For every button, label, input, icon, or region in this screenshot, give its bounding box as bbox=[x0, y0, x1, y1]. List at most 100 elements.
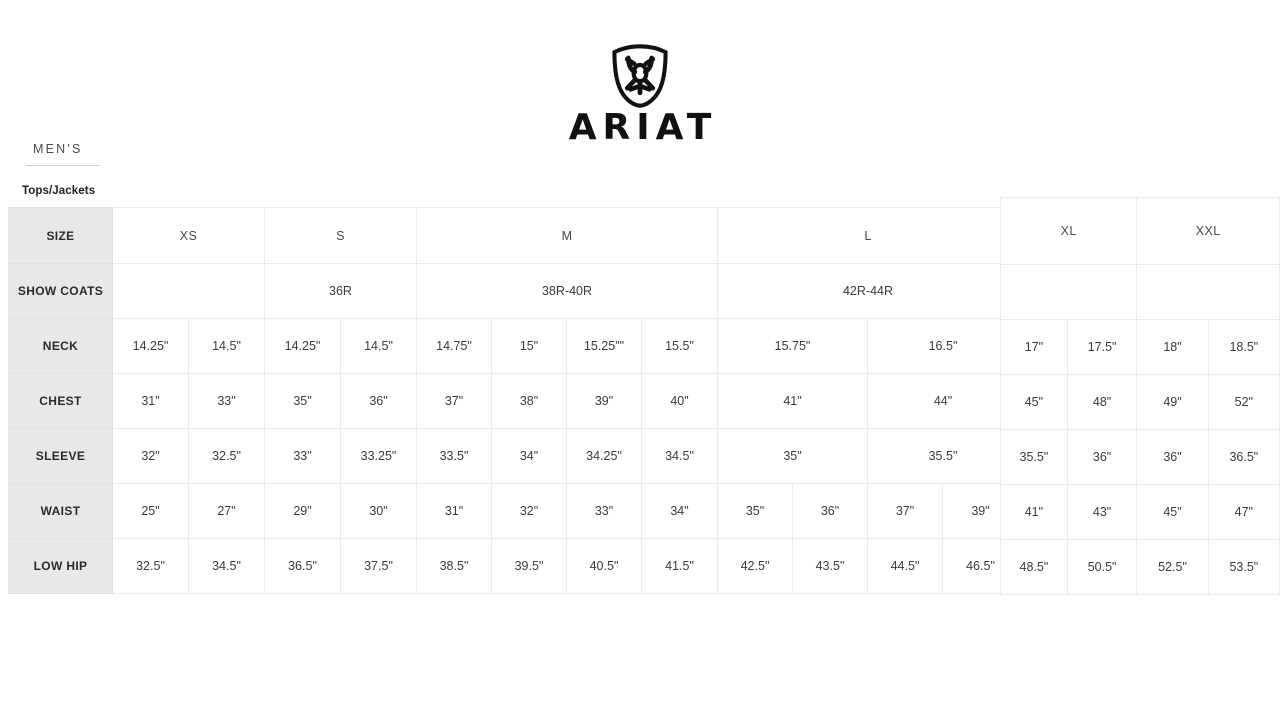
cell-lowhip-s-1: 36.5" bbox=[264, 538, 341, 594]
cell-waist-m-2: 32" bbox=[491, 483, 567, 539]
cell-lowhip-m-2: 39.5" bbox=[491, 538, 567, 594]
cell-sleeve-m-4: 34.5" bbox=[641, 428, 718, 484]
cell-lowhip-xs-1: 32.5" bbox=[112, 538, 189, 594]
cell-chest-m-3: 39" bbox=[566, 373, 642, 429]
brand-logo: ARIAT bbox=[0, 44, 1280, 146]
cell-neck-m-4: 15.5" bbox=[641, 318, 718, 374]
cell-waist-m-3: 33" bbox=[566, 483, 642, 539]
cell-waist-xxl-2: 47" bbox=[1207, 484, 1280, 540]
cell-chest-m-1: 37" bbox=[416, 373, 492, 429]
table-row-sleeve-xl: 35.5" 36" 36" 36.5" bbox=[1000, 429, 1280, 485]
size-header-xs: XS bbox=[112, 207, 265, 264]
row-label-neck: NECK bbox=[8, 318, 113, 374]
cell-lowhip-l-1: 42.5" bbox=[717, 538, 793, 594]
cell-waist-xs-1: 25" bbox=[112, 483, 189, 539]
cell-neck-m-3: 15.25"" bbox=[566, 318, 642, 374]
cell-chest-xxl-1: 49" bbox=[1136, 374, 1209, 430]
cell-lowhip-m-3: 40.5" bbox=[566, 538, 642, 594]
cell-lowhip-xs-2: 34.5" bbox=[188, 538, 265, 594]
row-label-size: SIZE bbox=[8, 207, 113, 264]
cell-chest-xl-1: 45" bbox=[1000, 374, 1068, 430]
gender-tab-bar: MEN'S bbox=[23, 140, 173, 166]
cell-sleeve-xxl-2: 36.5" bbox=[1207, 429, 1280, 485]
cell-neck-xs-1: 14.25" bbox=[112, 318, 189, 374]
cell-sleeve-xl-2: 36" bbox=[1066, 429, 1138, 485]
cell-chest-l-2: 44" bbox=[867, 373, 1019, 429]
tab-active-underline bbox=[26, 165, 100, 166]
cell-waist-xs-2: 27" bbox=[188, 483, 265, 539]
cell-show-coats-s: 36R bbox=[264, 263, 417, 319]
cell-waist-s-1: 29" bbox=[264, 483, 341, 539]
cell-lowhip-s-2: 37.5" bbox=[340, 538, 417, 594]
cell-waist-xl-1: 41" bbox=[1000, 484, 1068, 540]
cell-lowhip-m-4: 41.5" bbox=[641, 538, 718, 594]
cell-chest-xxl-2: 52" bbox=[1207, 374, 1280, 430]
cell-chest-l-1: 41" bbox=[717, 373, 868, 429]
cell-waist-l-3: 37" bbox=[867, 483, 943, 539]
cell-chest-xs-2: 33" bbox=[188, 373, 265, 429]
cell-waist-m-1: 31" bbox=[416, 483, 492, 539]
row-label-show-coats: SHOW COATS bbox=[8, 263, 113, 319]
table-row-neck-xl: 17" 17.5" 18" 18.5" bbox=[1000, 319, 1280, 375]
cell-show-coats-xs bbox=[112, 263, 265, 319]
cell-chest-s-1: 35" bbox=[264, 373, 341, 429]
category-label-tops-jackets: Tops/Jackets bbox=[22, 185, 96, 197]
cell-sleeve-m-3: 34.25" bbox=[566, 428, 642, 484]
cell-waist-l-2: 36" bbox=[792, 483, 868, 539]
row-label-chest: CHEST bbox=[8, 373, 113, 429]
cell-lowhip-xl-2: 50.5" bbox=[1066, 539, 1138, 595]
cell-waist-l-1: 35" bbox=[717, 483, 793, 539]
cell-sleeve-s-1: 33" bbox=[264, 428, 341, 484]
table-row-waist: WAIST 25" 27" 29" 30" 31" 32" 33" 34" 35… bbox=[8, 483, 1019, 539]
row-label-low-hip: LOW HIP bbox=[8, 538, 113, 594]
cell-neck-xl-2: 17.5" bbox=[1066, 319, 1138, 375]
tab-mens[interactable]: MEN'S bbox=[33, 142, 83, 156]
row-label-waist: WAIST bbox=[8, 483, 113, 539]
cell-neck-l-1: 15.75" bbox=[717, 318, 868, 374]
size-header-s: S bbox=[264, 207, 417, 264]
size-header-l: L bbox=[717, 207, 1019, 264]
cell-chest-xs-1: 31" bbox=[112, 373, 189, 429]
cell-sleeve-xl-1: 35.5" bbox=[1000, 429, 1068, 485]
cell-lowhip-l-2: 43.5" bbox=[792, 538, 868, 594]
cell-waist-s-2: 30" bbox=[340, 483, 417, 539]
cell-neck-xxl-1: 18" bbox=[1136, 319, 1209, 375]
cell-neck-xs-2: 14.5" bbox=[188, 318, 265, 374]
size-header-m: M bbox=[416, 207, 718, 264]
cell-sleeve-m-1: 33.5" bbox=[416, 428, 492, 484]
table-row-show-coats-xl bbox=[999, 264, 1280, 320]
cell-sleeve-xs-1: 32" bbox=[112, 428, 189, 484]
cell-lowhip-xxl-2: 53.5" bbox=[1207, 539, 1280, 595]
cell-chest-s-2: 36" bbox=[340, 373, 417, 429]
table-row-sleeve: SLEEVE 32" 32.5" 33" 33.25" 33.5" 34" 34… bbox=[8, 428, 1019, 484]
cell-sleeve-xxl-1: 36" bbox=[1136, 429, 1209, 485]
cell-neck-xl-1: 17" bbox=[1000, 319, 1068, 375]
cell-neck-l-2: 16.5" bbox=[867, 318, 1019, 374]
cell-sleeve-xs-2: 32.5" bbox=[188, 428, 265, 484]
cell-sleeve-s-2: 33.25" bbox=[340, 428, 417, 484]
cell-lowhip-l-3: 44.5" bbox=[867, 538, 943, 594]
size-header-xl: XL bbox=[999, 197, 1138, 265]
cell-sleeve-m-2: 34" bbox=[491, 428, 567, 484]
cell-waist-m-4: 34" bbox=[641, 483, 718, 539]
cell-chest-m-4: 40" bbox=[641, 373, 718, 429]
row-label-sleeve: SLEEVE bbox=[8, 428, 113, 484]
cell-chest-xl-2: 48" bbox=[1066, 374, 1138, 430]
cell-show-coats-xl bbox=[999, 264, 1138, 320]
cell-neck-s-2: 14.5" bbox=[340, 318, 417, 374]
table-row-chest: CHEST 31" 33" 35" 36" 37" 38" 39" 40" 41… bbox=[8, 373, 1019, 429]
cell-waist-xl-2: 43" bbox=[1066, 484, 1138, 540]
cell-lowhip-xxl-1: 52.5" bbox=[1136, 539, 1209, 595]
cell-sleeve-l-2: 35.5" bbox=[867, 428, 1019, 484]
cell-neck-m-1: 14.75" bbox=[416, 318, 492, 374]
table-row-low-hip-xl: 48.5" 50.5" 52.5" 53.5" bbox=[1000, 539, 1280, 595]
cell-sleeve-l-1: 35" bbox=[717, 428, 868, 484]
size-chart-table-xl-xxl: XL XXL 17" 17.5" 18" 18.5" 45" 48" 49" 5… bbox=[999, 197, 1280, 595]
table-row-neck: NECK 14.25" 14.5" 14.25" 14.5" 14.75" 15… bbox=[8, 318, 1019, 374]
table-row-size-header: SIZE XS S M L bbox=[8, 207, 1019, 264]
cell-lowhip-m-1: 38.5" bbox=[416, 538, 492, 594]
cell-neck-xxl-2: 18.5" bbox=[1207, 319, 1280, 375]
ariat-shield-icon bbox=[612, 44, 668, 108]
cell-waist-xxl-1: 45" bbox=[1136, 484, 1209, 540]
